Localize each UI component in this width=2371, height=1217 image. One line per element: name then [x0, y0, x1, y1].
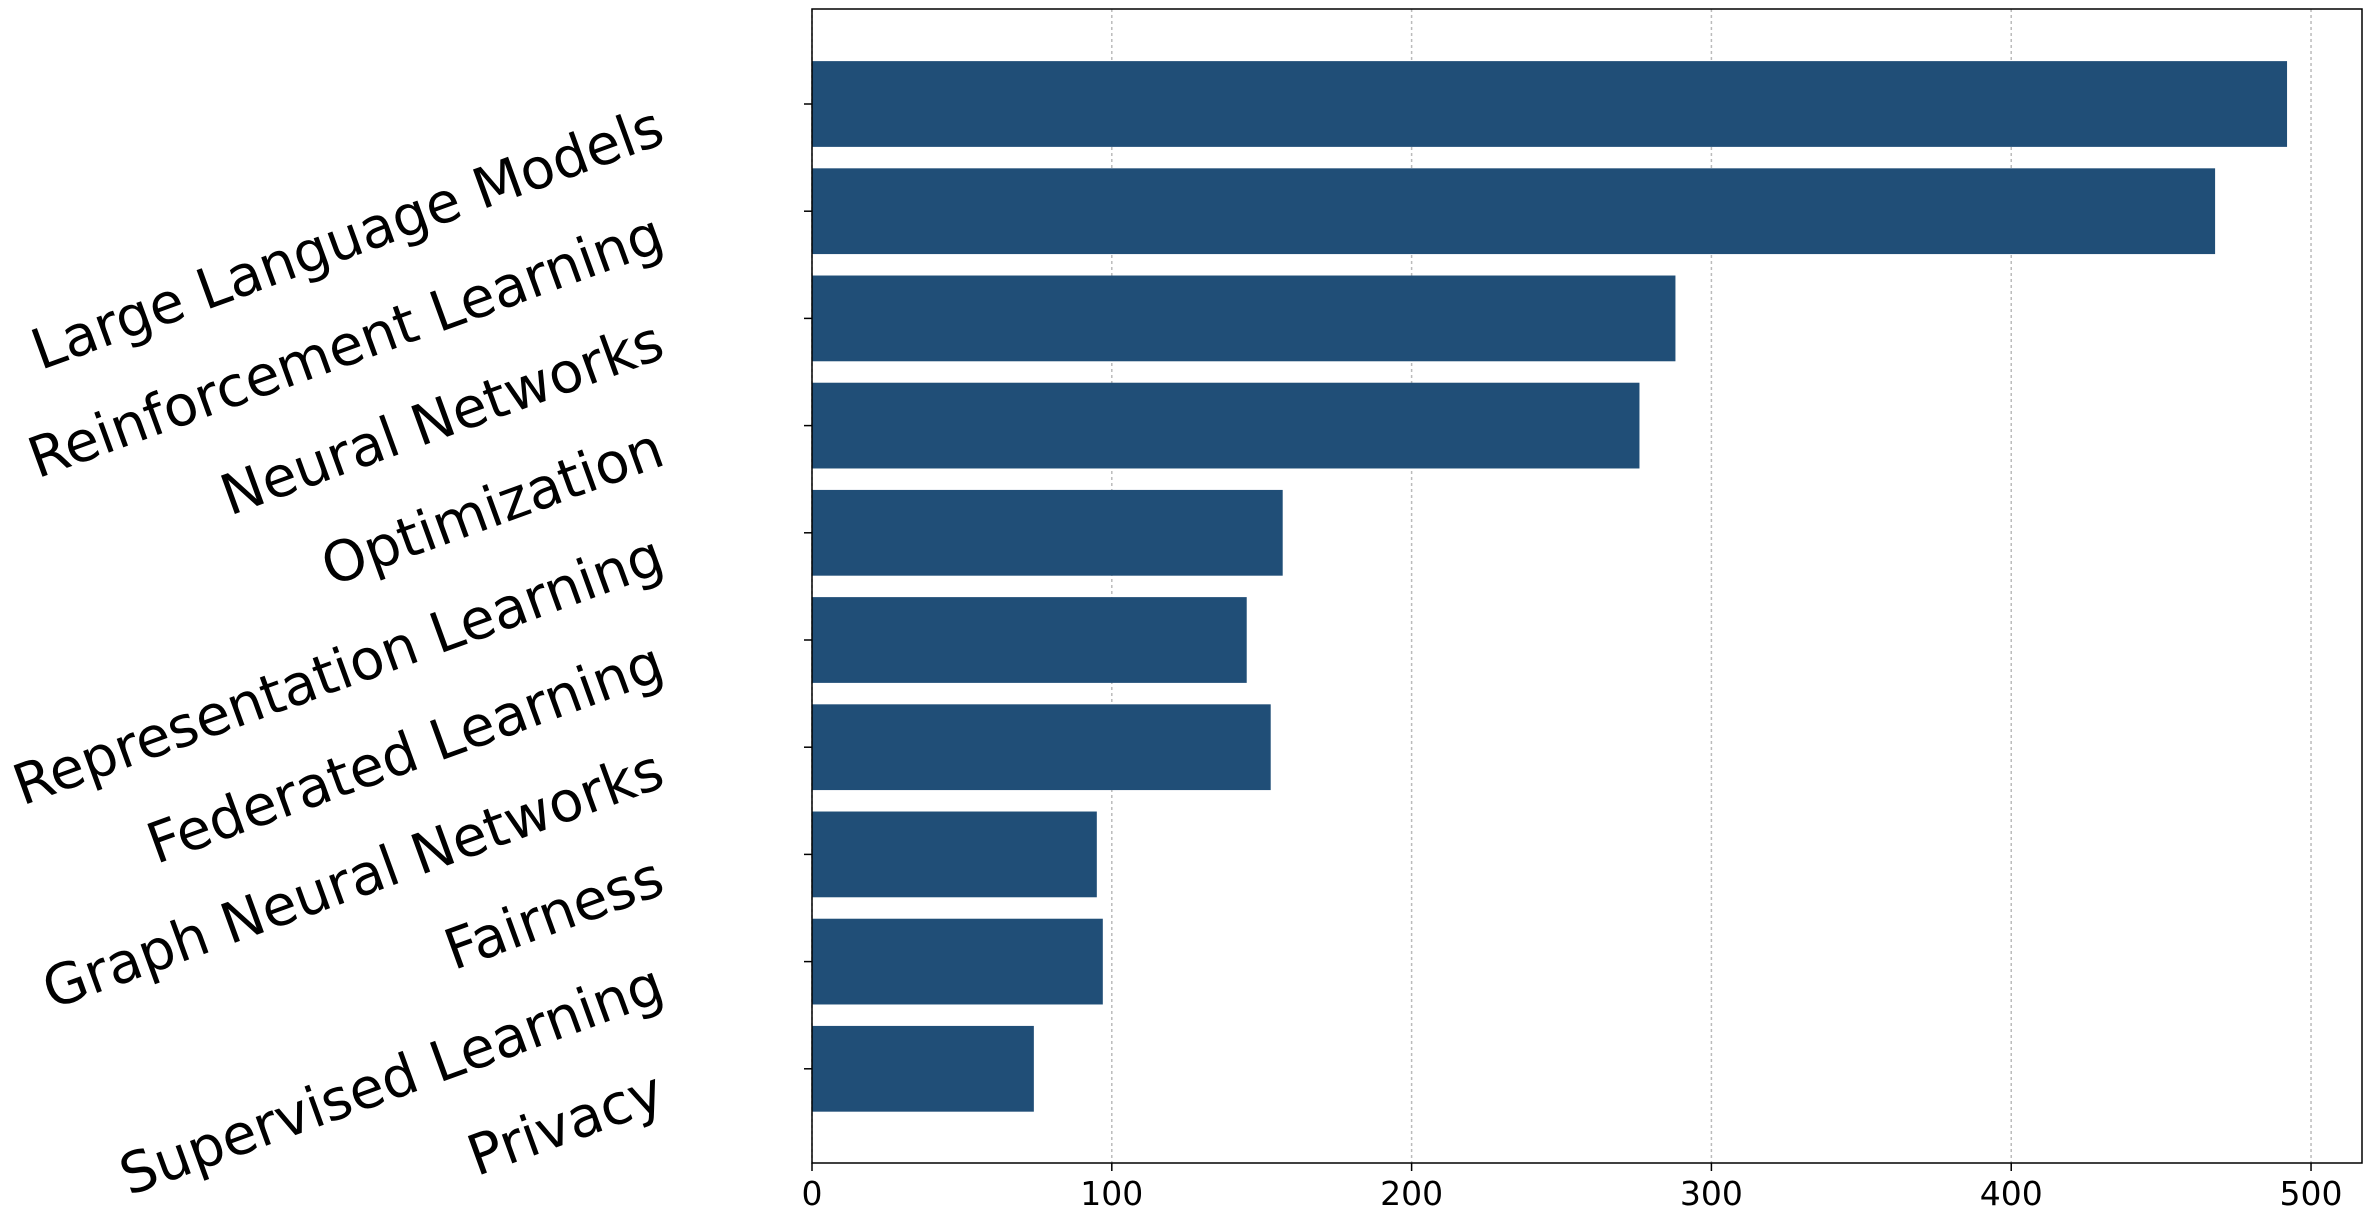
x-tick-label: 500 — [2280, 1174, 2343, 1213]
bar — [812, 704, 1271, 791]
bar — [812, 1025, 1034, 1112]
x-tick-label: 100 — [1080, 1174, 1143, 1213]
bar — [812, 275, 1676, 362]
bar — [812, 597, 1247, 683]
y-tick-label: Supervised Learning — [111, 952, 672, 1209]
bar — [812, 168, 2216, 255]
bar — [812, 61, 2288, 147]
bar — [812, 918, 1103, 1005]
x-tick-label: 0 — [802, 1174, 823, 1213]
bar — [812, 811, 1097, 898]
x-tick-label: 200 — [1380, 1174, 1443, 1213]
x-tick-label: 300 — [1680, 1174, 1743, 1213]
bar — [812, 382, 1640, 469]
plot-frame — [811, 8, 2363, 1164]
bar — [812, 489, 1283, 576]
x-tick-label: 400 — [1980, 1174, 2043, 1213]
